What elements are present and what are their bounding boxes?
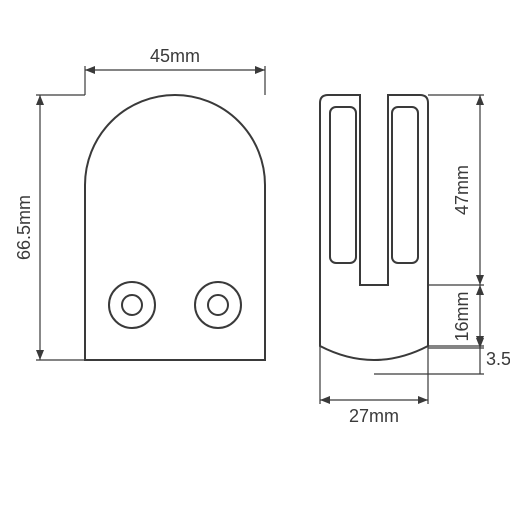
front-hole-outer-1 xyxy=(195,282,241,328)
front-hole-inner-0 xyxy=(122,295,142,315)
technical-drawing: 45mm 66.5mm 27mm 47mm 16mm 3.5mm xyxy=(0,0,510,510)
front-outline xyxy=(85,95,265,360)
front-hole-outer-0 xyxy=(109,282,155,328)
dim-side-upper: 47mm xyxy=(452,165,472,215)
side-outline xyxy=(320,95,428,360)
front-hole-inner-1 xyxy=(208,295,228,315)
side-inner-plate-right xyxy=(392,107,418,263)
dim-side-width: 27mm xyxy=(349,406,399,426)
side-inner-plate-left xyxy=(330,107,356,263)
dim-front-width: 45mm xyxy=(150,46,200,66)
dim-side-lower: 3.5mm xyxy=(486,349,510,369)
dim-front-height: 66.5mm xyxy=(14,195,34,260)
dim-side-mid: 16mm xyxy=(452,291,472,341)
